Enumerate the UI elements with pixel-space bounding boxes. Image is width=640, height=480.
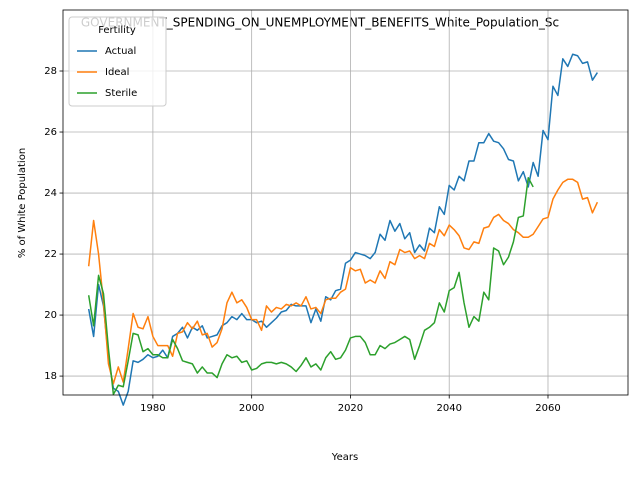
legend-label: Sterile	[105, 88, 137, 99]
series-line	[87, 178, 599, 385]
legend-box	[68, 16, 167, 107]
x-tick-label: 2040	[436, 403, 461, 414]
series-line	[87, 177, 534, 396]
y-tick-label: 26	[44, 127, 57, 138]
y-tick-label: 28	[44, 66, 57, 77]
x-tick-label: 2000	[239, 403, 264, 414]
y-tick-label: 24	[44, 188, 57, 199]
y-tick-label: 22	[44, 249, 57, 260]
chart-title: GOVERNMENT_SPENDING_ON_UNEMPLOYMENT_BENE…	[81, 16, 559, 30]
y-axis-label: % of White Population	[17, 148, 28, 258]
x-tick-label: 2020	[338, 403, 363, 414]
y-tick-label: 18	[44, 371, 57, 382]
series-line	[87, 53, 599, 406]
legend-label: Actual	[105, 46, 136, 57]
x-axis-label: Years	[331, 452, 358, 463]
legend-title: Fertility	[98, 25, 136, 36]
y-tick-label: 20	[44, 310, 57, 321]
plot-frame	[62, 9, 629, 396]
x-tick-label: 2060	[535, 403, 560, 414]
x-tick-label: 1980	[140, 403, 165, 414]
legend-label: Ideal	[105, 67, 129, 78]
